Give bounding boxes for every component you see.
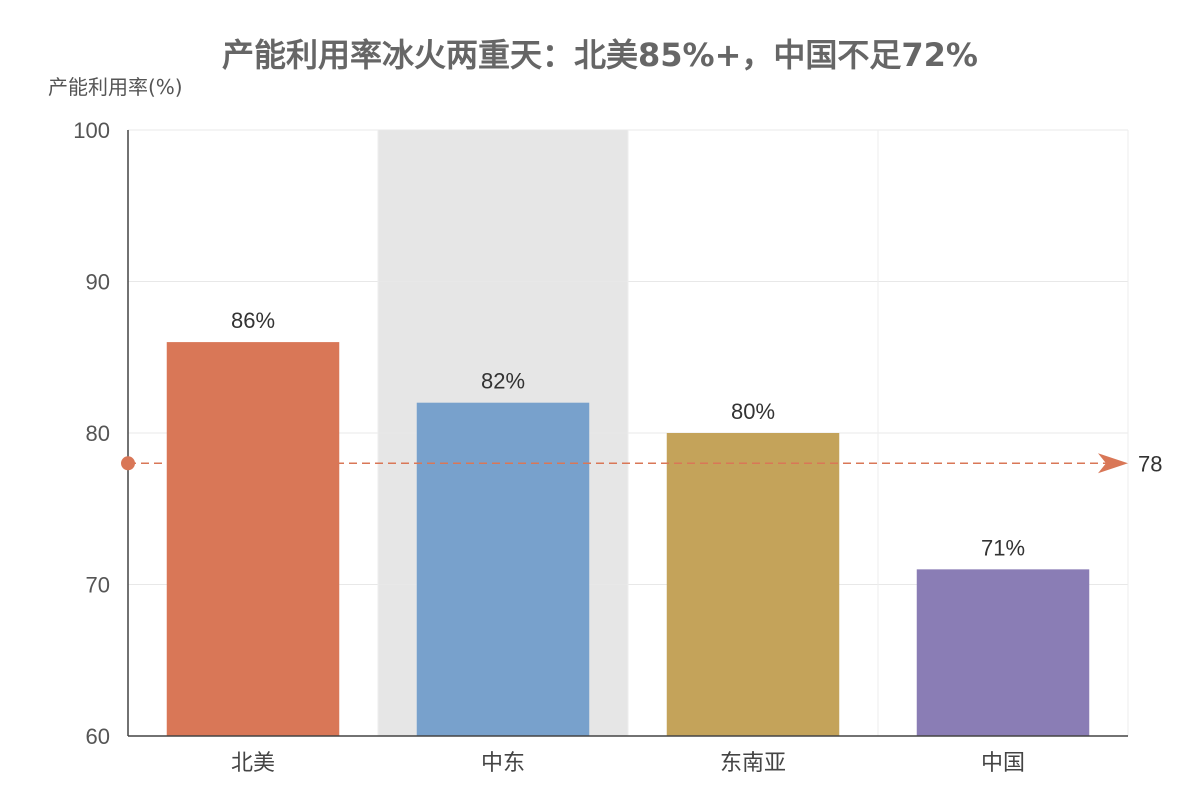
y-tick-label: 70 (86, 573, 110, 598)
reference-line-start-marker (121, 456, 135, 471)
bar (416, 402, 590, 736)
x-tick-label: 东南亚 (720, 751, 786, 776)
bar (166, 342, 340, 736)
bar (916, 569, 1090, 736)
x-tick-label: 中东 (481, 751, 525, 776)
y-tick-label: 90 (86, 270, 110, 295)
chart-title: 产能利用率冰火两重天：北美85%+，中国不足72% (222, 36, 978, 74)
reference-line-layer: 78 (121, 451, 1162, 476)
x-tick-label: 北美 (231, 751, 275, 776)
axes-layer (127, 130, 1128, 737)
y-tick-label: 60 (86, 724, 110, 749)
y-axis-label: 产能利用率(%) (48, 75, 183, 99)
x-tick-label: 中国 (981, 751, 1025, 776)
data-label: 80% (731, 399, 775, 424)
bar (666, 433, 840, 736)
data-label: 71% (981, 535, 1025, 560)
y-tick-label: 80 (86, 421, 110, 446)
reference-line-label: 78 (1138, 451, 1162, 476)
data-label: 86% (231, 308, 275, 333)
reference-line-arrow (1098, 453, 1128, 474)
y-tick-label: 100 (73, 118, 110, 143)
labels-layer: 60 70 80 90 100 86% 北美 82% 中东 80% 东南亚 71% 中国 (73, 118, 1025, 776)
bars-layer (166, 342, 1090, 736)
data-label: 82% (481, 369, 525, 394)
